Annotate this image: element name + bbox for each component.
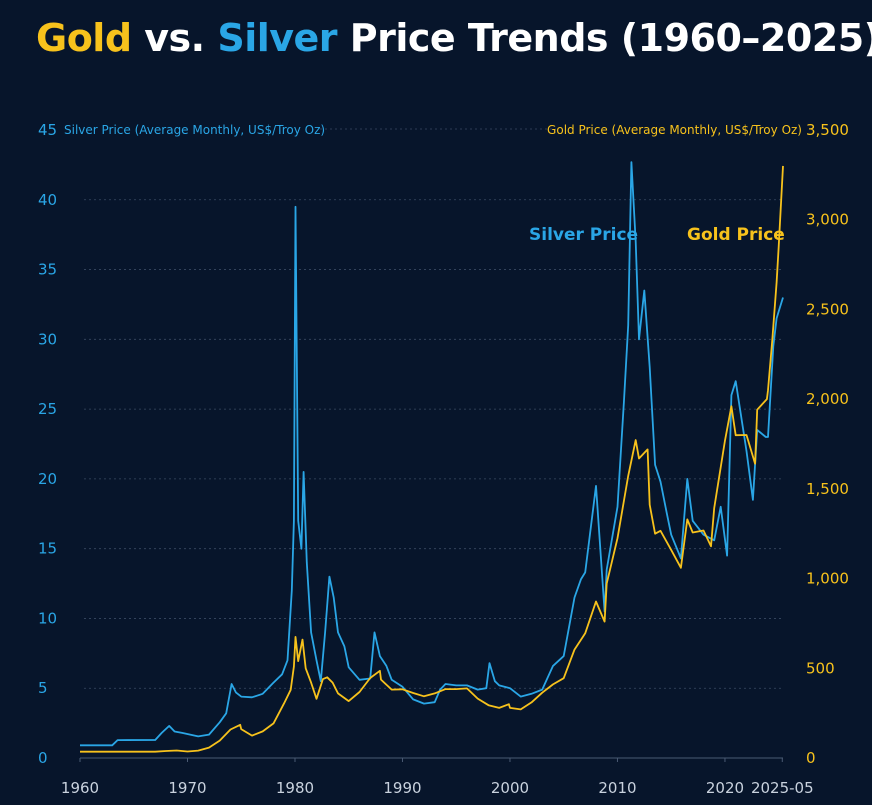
y-axis-left: 0 5 10 15 20 25 30 35 40 45: [38, 121, 57, 767]
title-vs: vs.: [131, 16, 218, 60]
y-right-tick-label: 1,000: [806, 570, 849, 588]
y-left-tick-label: 35: [38, 261, 57, 279]
y-left-tick-label: 45: [38, 121, 57, 139]
gold-price-line: [80, 165, 784, 753]
y-left-tick-label: 5: [38, 679, 48, 697]
y-left-tick-label: 10: [38, 609, 57, 627]
y-right-tick-label: 3,000: [806, 211, 849, 229]
title-rest: Price Trends (1960–2025): [337, 16, 872, 60]
title-silver-word: Silver: [217, 16, 338, 60]
y-left-tick-label: 20: [38, 470, 57, 488]
grid-lines: [80, 128, 783, 759]
y-axis-right-label: Gold Price (Average Monthly, US$/Troy Oz…: [547, 123, 802, 137]
silver-price-line: [80, 161, 784, 747]
series-label-silver: Silver Price: [529, 225, 638, 245]
title-gold-word: Gold: [36, 16, 132, 60]
x-tick-label: 1980: [276, 779, 314, 797]
x-tick-label: 1990: [383, 779, 421, 797]
y-left-tick-label: 30: [38, 330, 57, 348]
y-axis-right: 0 500 1,000 1,500 2,000 2,500 3,000 3,500: [806, 121, 849, 767]
y-left-tick-label: 40: [38, 191, 57, 209]
y-left-tick-label: 0: [38, 749, 48, 767]
y-left-tick-label: 25: [38, 400, 57, 418]
chart-title: Gold vs. Silver Price Trends (1960–2025): [36, 16, 872, 60]
x-tick-label: 2025-05: [751, 779, 814, 797]
y-left-tick-label: 15: [38, 540, 57, 558]
x-tick-label: 2010: [598, 779, 636, 797]
y-axis-left-label: Silver Price (Average Monthly, US$/Troy …: [64, 123, 325, 137]
y-right-tick-label: 3,500: [806, 121, 849, 139]
x-tick-label: 2000: [491, 779, 529, 797]
x-tick-label: 2020: [706, 779, 744, 797]
y-right-tick-label: 1,500: [806, 480, 849, 498]
y-right-tick-label: 0: [806, 749, 816, 767]
y-right-tick-label: 2,000: [806, 390, 849, 408]
y-right-tick-label: 2,500: [806, 300, 849, 318]
series-lines: [80, 161, 784, 753]
x-axis: 1960 1970 1980 1990 2000 2010 2020 2025-05: [61, 758, 814, 797]
x-tick-label: 1960: [61, 779, 99, 797]
series-label-gold: Gold Price: [687, 225, 785, 245]
y-right-tick-label: 500: [806, 659, 835, 677]
x-tick-label: 1970: [168, 779, 206, 797]
